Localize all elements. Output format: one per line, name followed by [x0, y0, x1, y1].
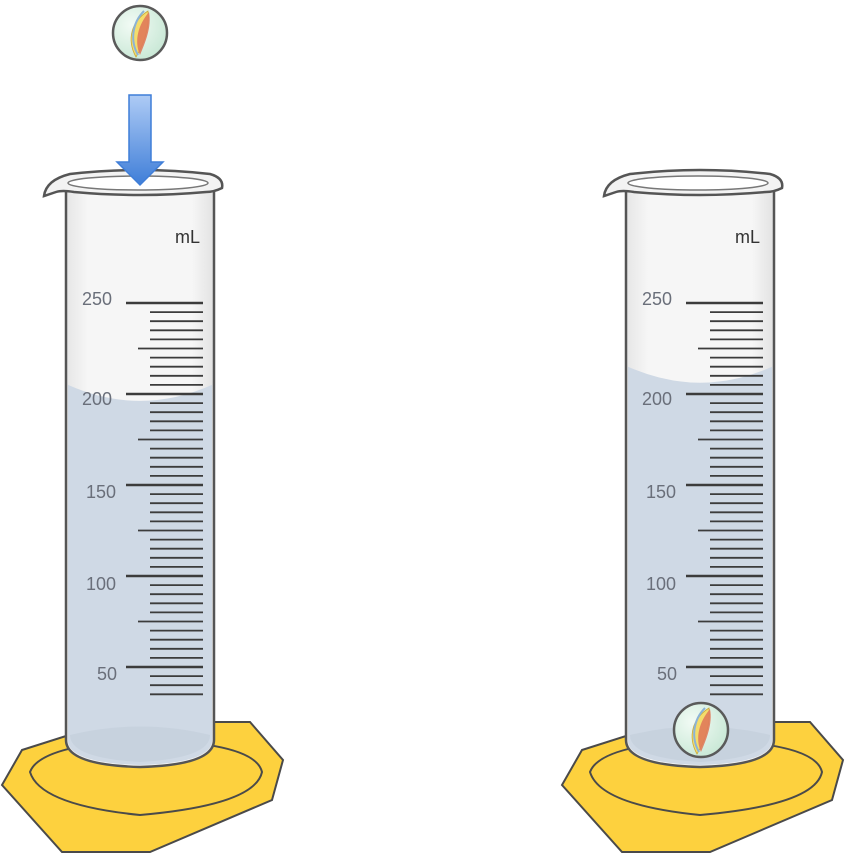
scale-label-50: 50 [97, 664, 117, 684]
scale-label-250: 250 [642, 289, 672, 309]
scale-label-50: 50 [657, 664, 677, 684]
graduation-ticks [686, 301, 763, 696]
scale-label-100: 100 [646, 574, 676, 594]
unit-label: mL [735, 227, 760, 247]
scale-label-200: 200 [642, 389, 672, 409]
down-arrow-icon [115, 94, 165, 187]
cylinder-after: mL 250 200 150 100 50 [560, 168, 845, 853]
glass-opening [627, 175, 769, 191]
cylinder-before: mL 250 200 150 100 50 [0, 168, 285, 853]
scale-label-250: 250 [82, 289, 112, 309]
scale-label-150: 150 [646, 482, 676, 502]
scale-label-150: 150 [86, 482, 116, 502]
graduation-ticks [126, 301, 203, 696]
scale-label-100: 100 [86, 574, 116, 594]
scale-labels: 250 200 150 100 50 [642, 289, 677, 684]
marble-icon [672, 701, 730, 759]
unit-label: mL [175, 227, 200, 247]
scale-labels: 250 200 150 100 50 [82, 289, 117, 684]
marble-icon [111, 4, 169, 62]
glass-bottom-shade [70, 726, 210, 762]
scale-label-200: 200 [82, 389, 112, 409]
